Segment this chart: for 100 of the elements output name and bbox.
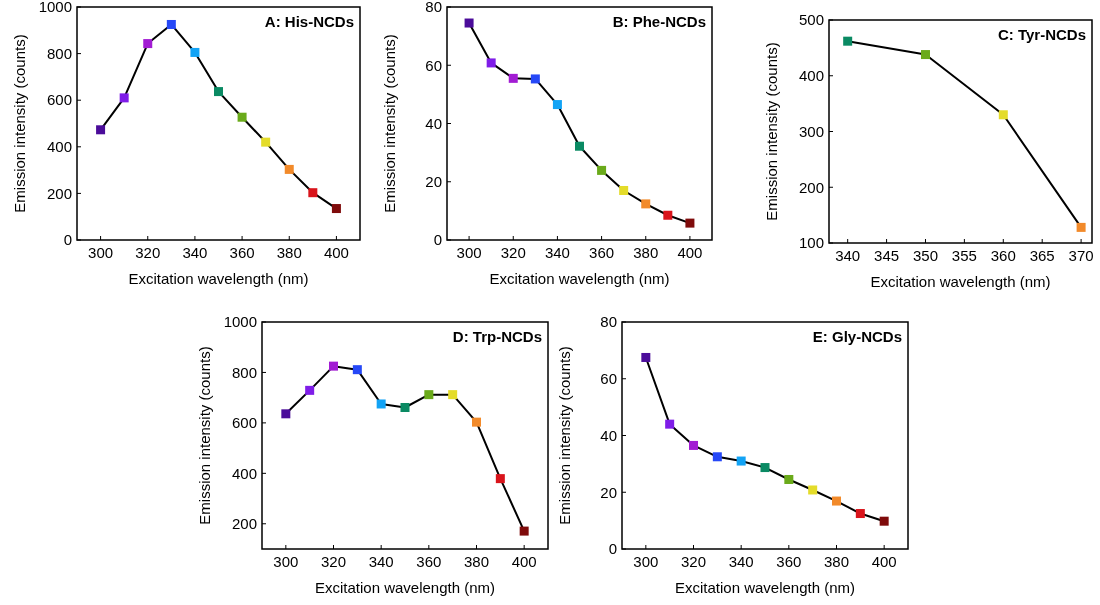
x-tick-label: 380: [276, 244, 302, 261]
point: [352, 365, 362, 375]
x-tick-label: 320: [500, 244, 526, 261]
point: [760, 463, 770, 473]
y-tick-label: 200: [46, 184, 72, 202]
point: [261, 137, 271, 147]
x-tick-label: 345: [874, 247, 900, 264]
point: [712, 452, 722, 462]
chart-title: A: His-NCDs: [264, 13, 354, 30]
point: [641, 199, 651, 209]
point: [214, 87, 223, 97]
y-tick-label: 200: [231, 515, 257, 533]
y-tick-label: 80: [600, 313, 617, 331]
point: [237, 112, 247, 122]
chart-title: E: Gly-NCDs: [812, 328, 902, 345]
chart-title: B: Phe-NCDs: [612, 13, 706, 30]
x-tick-label: 300: [456, 244, 482, 261]
point: [190, 47, 200, 57]
x-axis-title: Excitation wavelength (nm): [489, 270, 670, 287]
y-tick-label: 400: [798, 67, 824, 84]
point: [281, 409, 291, 419]
point: [424, 390, 434, 400]
point: [689, 440, 698, 450]
x-tick-label: 300: [273, 553, 299, 570]
point: [400, 403, 410, 412]
point: [808, 485, 818, 495]
y-tick-label: 0: [608, 540, 617, 558]
point: [665, 419, 675, 429]
point: [832, 496, 841, 506]
point: [305, 385, 315, 395]
y-tick-label: 800: [46, 44, 72, 62]
y-tick-label: 0: [433, 231, 442, 249]
x-tick-label: 300: [88, 244, 114, 261]
y-tick-label: 60: [600, 370, 617, 387]
point: [495, 474, 505, 484]
point: [575, 141, 584, 151]
x-tick-label: 370: [1068, 247, 1094, 264]
x-tick-label: 365: [1029, 247, 1055, 264]
y-axis-title: Emission intensity (counts): [381, 34, 398, 213]
x-tick-label: 360: [990, 247, 1016, 264]
point: [448, 390, 458, 400]
point: [784, 474, 794, 484]
point: [641, 352, 651, 362]
chart-title: D: Trp-NCDs: [452, 328, 542, 345]
x-tick-label: 340: [182, 244, 208, 261]
point: [508, 73, 518, 83]
x-tick-label: 340: [728, 553, 754, 570]
y-tick-label: 800: [231, 363, 257, 381]
x-tick-label: 300: [633, 553, 659, 570]
point: [329, 361, 338, 371]
y-tick-label: 40: [600, 426, 617, 444]
x-tick-label: 380: [823, 553, 850, 570]
y-tick-label: 40: [425, 114, 442, 132]
y-tick-label: 100: [798, 234, 824, 252]
point: [855, 509, 865, 519]
x-tick-label: 320: [320, 553, 347, 570]
point: [331, 204, 341, 214]
chart-title: C: Tyr-NCDs: [997, 26, 1086, 43]
y-tick-label: 60: [425, 56, 442, 74]
y-axis-title: Emission intensity (counts): [196, 346, 213, 525]
y-tick-label: 80: [425, 0, 442, 16]
y-tick-label: 20: [425, 173, 442, 190]
point: [663, 210, 673, 220]
y-tick-label: 1000: [38, 0, 72, 16]
x-tick-label: 320: [135, 244, 161, 261]
y-tick-label: 400: [231, 464, 257, 482]
x-axis-title: Excitation wavelength (nm): [674, 579, 856, 596]
point: [166, 19, 176, 29]
y-tick-label: 600: [231, 414, 257, 432]
point: [376, 399, 386, 409]
x-axis-title: Excitation wavelength (nm): [128, 270, 309, 287]
x-tick-label: 380: [463, 553, 490, 570]
y-tick-label: 1000: [223, 313, 257, 331]
point: [308, 188, 318, 198]
y-axis-title: Emission intensity (counts): [11, 34, 28, 213]
point: [284, 164, 294, 174]
point: [843, 36, 853, 46]
point: [96, 125, 106, 135]
point: [472, 417, 481, 427]
x-tick-label: 360: [229, 244, 255, 261]
point: [119, 93, 129, 103]
x-tick-label: 400: [871, 553, 897, 570]
x-tick-label: 340: [835, 247, 861, 264]
y-tick-label: 20: [600, 483, 617, 501]
y-tick-label: 400: [46, 138, 72, 156]
y-tick-label: 600: [46, 91, 72, 109]
point: [143, 39, 153, 49]
y-tick-label: 300: [798, 122, 824, 140]
x-tick-label: 400: [677, 244, 703, 261]
x-tick-label: 360: [589, 244, 615, 261]
x-tick-label: 380: [633, 244, 659, 261]
x-tick-label: 400: [511, 553, 537, 570]
x-axis-title: Excitation wavelength (nm): [314, 579, 496, 596]
y-axis-title: Emission intensity (counts): [763, 42, 780, 221]
y-tick-label: 200: [798, 178, 824, 196]
x-tick-label: 320: [680, 553, 707, 570]
point: [552, 100, 562, 110]
point: [920, 50, 930, 60]
point: [619, 185, 629, 195]
point: [464, 18, 474, 28]
